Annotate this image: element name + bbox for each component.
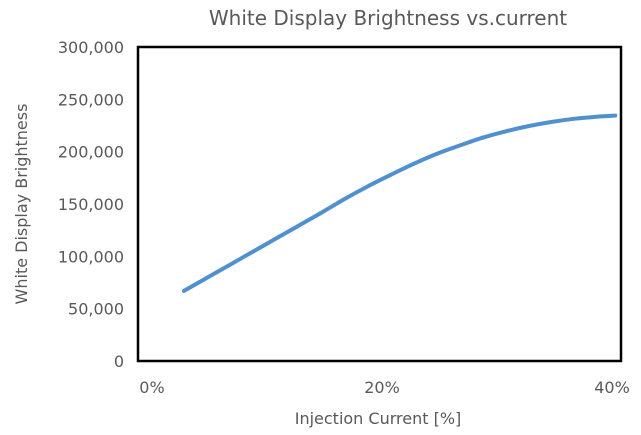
x-tick-label: 20% [364,378,400,397]
y-axis-ticks: 0 50,000 100,000 150,000 200,000 250,000 300,0… [58,38,124,371]
y-tick-label: 250,000 [58,90,124,109]
x-axis-label: Injection Current [%] [295,409,462,428]
y-axis-label: White Display Brightness [12,104,31,305]
y-tick-label: 0 [114,352,124,371]
series-layer [182,113,618,293]
series-line [182,113,618,293]
y-tick-label: 200,000 [58,143,124,162]
x-axis-ticks: 0% 20% 40% [139,378,629,397]
y-tick-label: 100,000 [58,247,124,266]
y-tick-label: 300,000 [58,38,124,57]
plot-area-frame [136,45,623,363]
y-tick-label: 150,000 [58,195,124,214]
y-tick-label: 50,000 [68,300,124,319]
x-tick-label: 0% [139,378,164,397]
chart-title: White Display Brightness vs.current [209,6,567,30]
x-tick-label: 40% [594,378,630,397]
